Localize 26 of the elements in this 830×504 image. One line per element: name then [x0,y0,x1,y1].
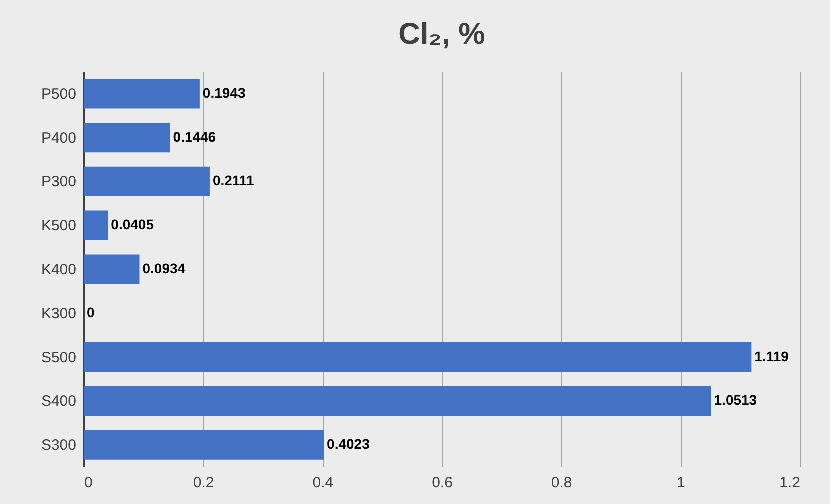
data-label: 0.0405 [111,216,154,233]
x-tick-label: 0 [84,474,93,492]
data-label: 0.0934 [142,260,186,276]
y-tick-label: S400 [41,393,76,410]
y-tick-label: K500 [41,218,76,235]
data-label: 0.1943 [202,84,246,101]
y-tick-label: K400 [41,262,76,278]
x-tick-label: 0.4 [312,474,334,492]
y-tick-label: K300 [41,305,76,322]
x-tick-label: 0.2 [193,474,214,492]
x-tick-label: 1.2 [780,474,800,492]
data-label: 0.4023 [327,436,370,452]
y-tick-label: S500 [41,349,76,366]
x-tick-label: 0.6 [432,474,453,492]
y-tick-label: S300 [41,437,76,454]
y-tick-label: P400 [41,130,76,147]
data-label: 1.0513 [714,392,758,408]
x-tick-label: 1 [676,474,686,492]
data-label: 0 [87,304,95,320]
y-tick-label: P500 [41,86,76,103]
data-label: 0.2111 [212,172,254,189]
y-tick-label: P300 [41,174,76,191]
data-label: 0.1446 [173,128,216,145]
x-tick-label: 0.8 [551,474,572,492]
data-label: 1.119 [754,348,790,364]
chart-title: Cl₂, % [398,18,486,51]
